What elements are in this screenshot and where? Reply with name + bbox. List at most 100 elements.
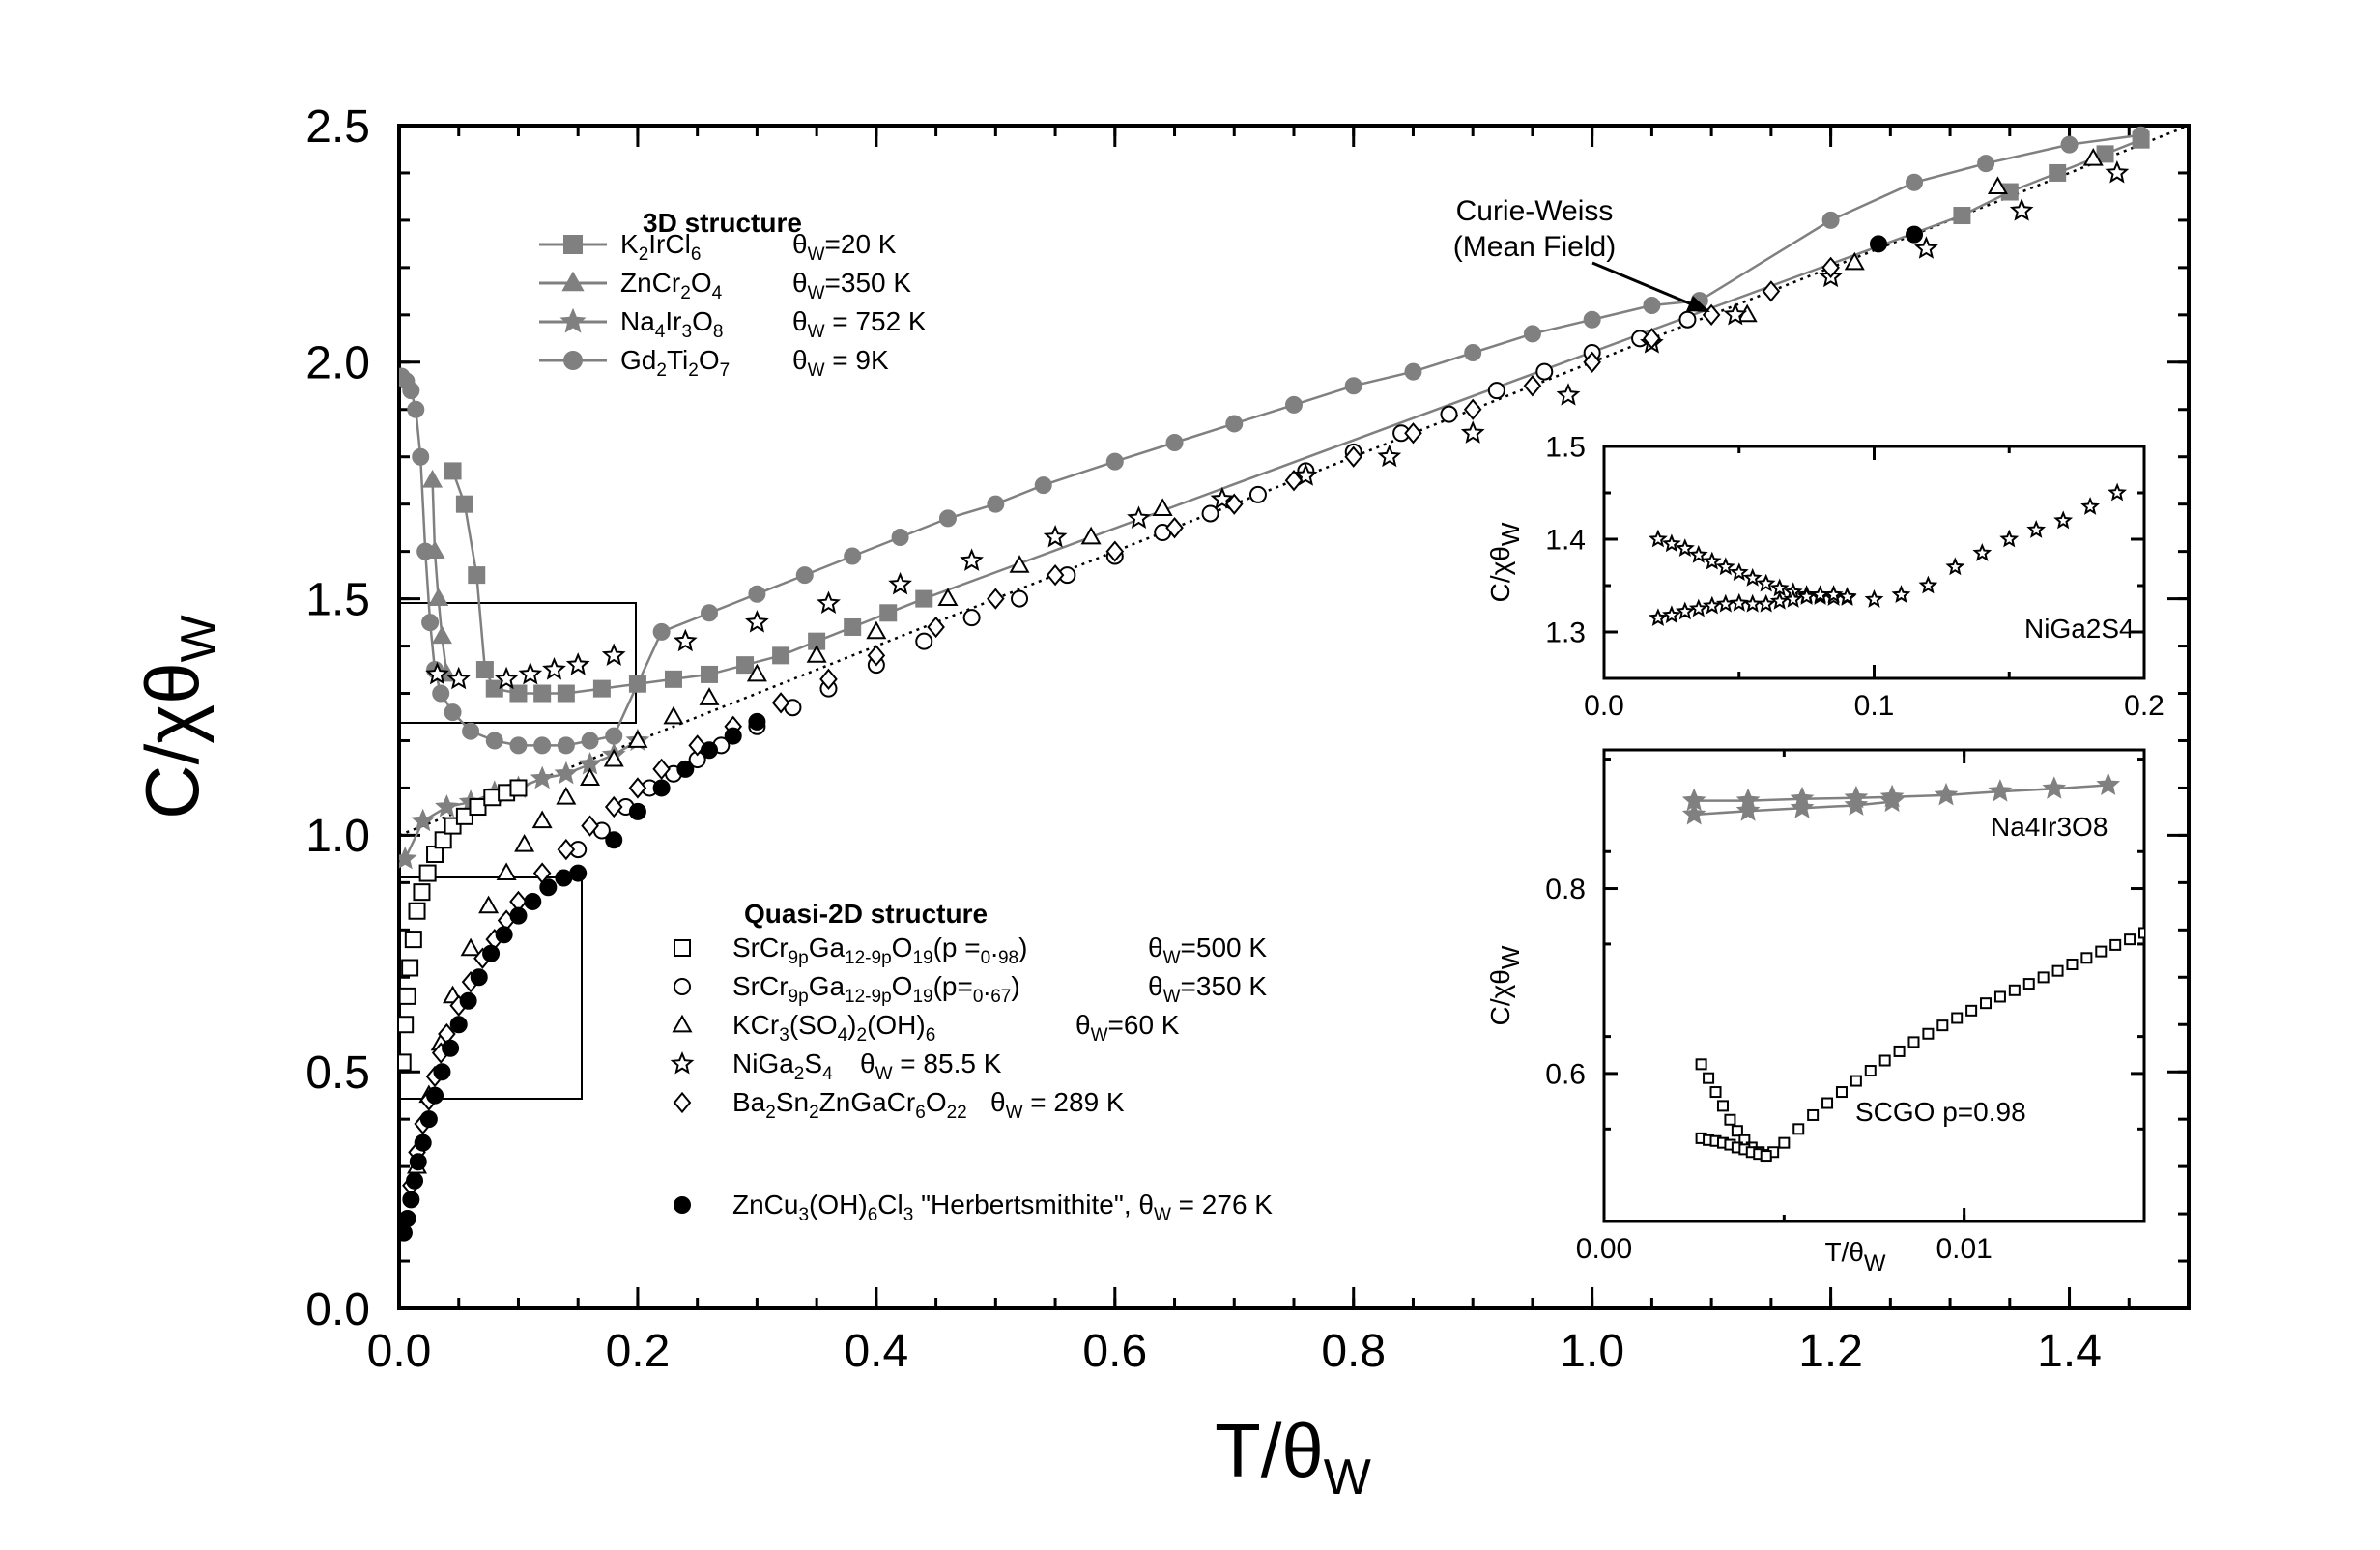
data-point: [1404, 422, 1422, 445]
data-point: [627, 730, 648, 748]
data-point: [1869, 235, 1887, 253]
annotation-line2: (Mean Field): [1453, 231, 1616, 263]
data-point: [652, 758, 671, 781]
data-point: [556, 786, 577, 805]
inset1-point: [1742, 567, 1763, 587]
inset1-point: [1702, 551, 1722, 570]
data-point: [1643, 328, 1661, 350]
inset2-point: [1681, 801, 1706, 825]
inset2-point: [1850, 1075, 1862, 1087]
main-xtick-label: 0.4: [844, 1326, 908, 1377]
data-point: [652, 622, 671, 641]
inset2-point: [1790, 795, 1815, 818]
data-point: [1285, 395, 1303, 414]
data-point: [533, 736, 552, 755]
data-point: [509, 906, 528, 925]
data-point: [402, 1191, 420, 1209]
data-point: [399, 846, 417, 870]
inset1-point: [1796, 587, 1817, 605]
data-point: [459, 991, 477, 1010]
data-point: [425, 661, 449, 685]
inset2-point: [1907, 1036, 1920, 1048]
inset1-point: [1675, 538, 1695, 558]
data-point: [411, 808, 436, 832]
data-point: [987, 588, 1005, 610]
data-point: [1127, 505, 1151, 529]
data-point: [431, 625, 452, 645]
data-point: [1105, 452, 1124, 471]
data-point: [442, 1039, 460, 1057]
data-point: [1535, 362, 1554, 381]
legend-2d-formula: NiGa2S4: [732, 1048, 833, 1084]
inset1-point: [2108, 482, 2127, 502]
data-point: [1043, 524, 1068, 548]
data-point: [399, 987, 416, 1005]
data-point: [509, 779, 528, 797]
inset2-point: [2051, 964, 2064, 977]
data-point: [772, 646, 790, 665]
data-point: [664, 670, 682, 688]
data-point: [413, 883, 431, 902]
data-point: [628, 777, 647, 799]
data-point: [915, 632, 933, 650]
main-xtick-label: 1.2: [1798, 1326, 1863, 1377]
data-point: [557, 736, 575, 755]
data-point: [478, 895, 500, 914]
data-point: [401, 959, 419, 977]
data-point: [937, 588, 959, 606]
data-point: [444, 462, 462, 480]
inset1-point: [1810, 585, 1830, 604]
data-point: [736, 656, 755, 675]
data-point: [1034, 476, 1052, 495]
data-point: [795, 566, 814, 585]
series-2: [422, 469, 457, 682]
legend-2d-formula: Ba2Sn2ZnGaCr6O22: [732, 1087, 967, 1123]
inset2-point: [1716, 1100, 1729, 1112]
data-point: [1404, 362, 1422, 381]
data-point: [2105, 159, 2130, 184]
inset2-point: [2066, 958, 2079, 970]
data-point: [565, 652, 590, 675]
inset2-point: [1703, 1072, 1715, 1084]
data-point: [418, 864, 437, 882]
legend-3d-entry: Na4Ir3O8 θW = 752 K: [539, 306, 927, 342]
data-point: [470, 968, 488, 987]
legend-2d-entry: KCr3(SO4)2(OH)6 θW=60 K: [672, 1010, 1180, 1046]
legend-3d-formula: ZnCr2O4: [620, 268, 723, 303]
data-point: [514, 833, 535, 852]
inset2-point: [1792, 1123, 1805, 1135]
inset2-point: [1993, 990, 2006, 1003]
data-point: [592, 679, 611, 698]
series-6: [569, 310, 1697, 859]
data-point: [1201, 504, 1219, 523]
inset1-ytick-label: 1.4: [1545, 525, 1586, 557]
data-point: [699, 687, 720, 705]
data-point: [1914, 236, 1938, 259]
inset2-xtick-label: 0.00: [1576, 1233, 1632, 1265]
data-point: [1460, 420, 1485, 444]
x-axis-label: T/θW: [1215, 1408, 1371, 1506]
data-point: [1463, 398, 1482, 420]
data-point: [1977, 155, 1995, 173]
data-point: [701, 604, 719, 622]
data-point: [1344, 377, 1362, 395]
data-point: [408, 902, 426, 920]
main-xtick-label: 0.2: [606, 1326, 671, 1377]
main-xtick-label: 0.6: [1082, 1326, 1147, 1377]
data-point: [1011, 589, 1029, 608]
data-point: [404, 931, 422, 949]
data-point: [1248, 485, 1267, 503]
inset-lower: 0.00 0.01 0.6 0.8 C/χθW T/θW Na4Ir3O8 SCGO …: [1485, 748, 2146, 1277]
data-point: [2009, 198, 2034, 221]
inset2-point: [2138, 927, 2144, 939]
data-point: [428, 588, 449, 606]
data-point: [1953, 207, 1971, 225]
inset1-point: [1662, 533, 1681, 553]
data-point: [1643, 297, 1661, 315]
data-point: [495, 926, 513, 944]
data-point: [581, 732, 599, 750]
data-point: [748, 712, 766, 731]
data-point: [1224, 493, 1244, 515]
inset2-point: [1936, 1019, 1949, 1032]
y-axis-label: C/χθW: [129, 615, 227, 818]
